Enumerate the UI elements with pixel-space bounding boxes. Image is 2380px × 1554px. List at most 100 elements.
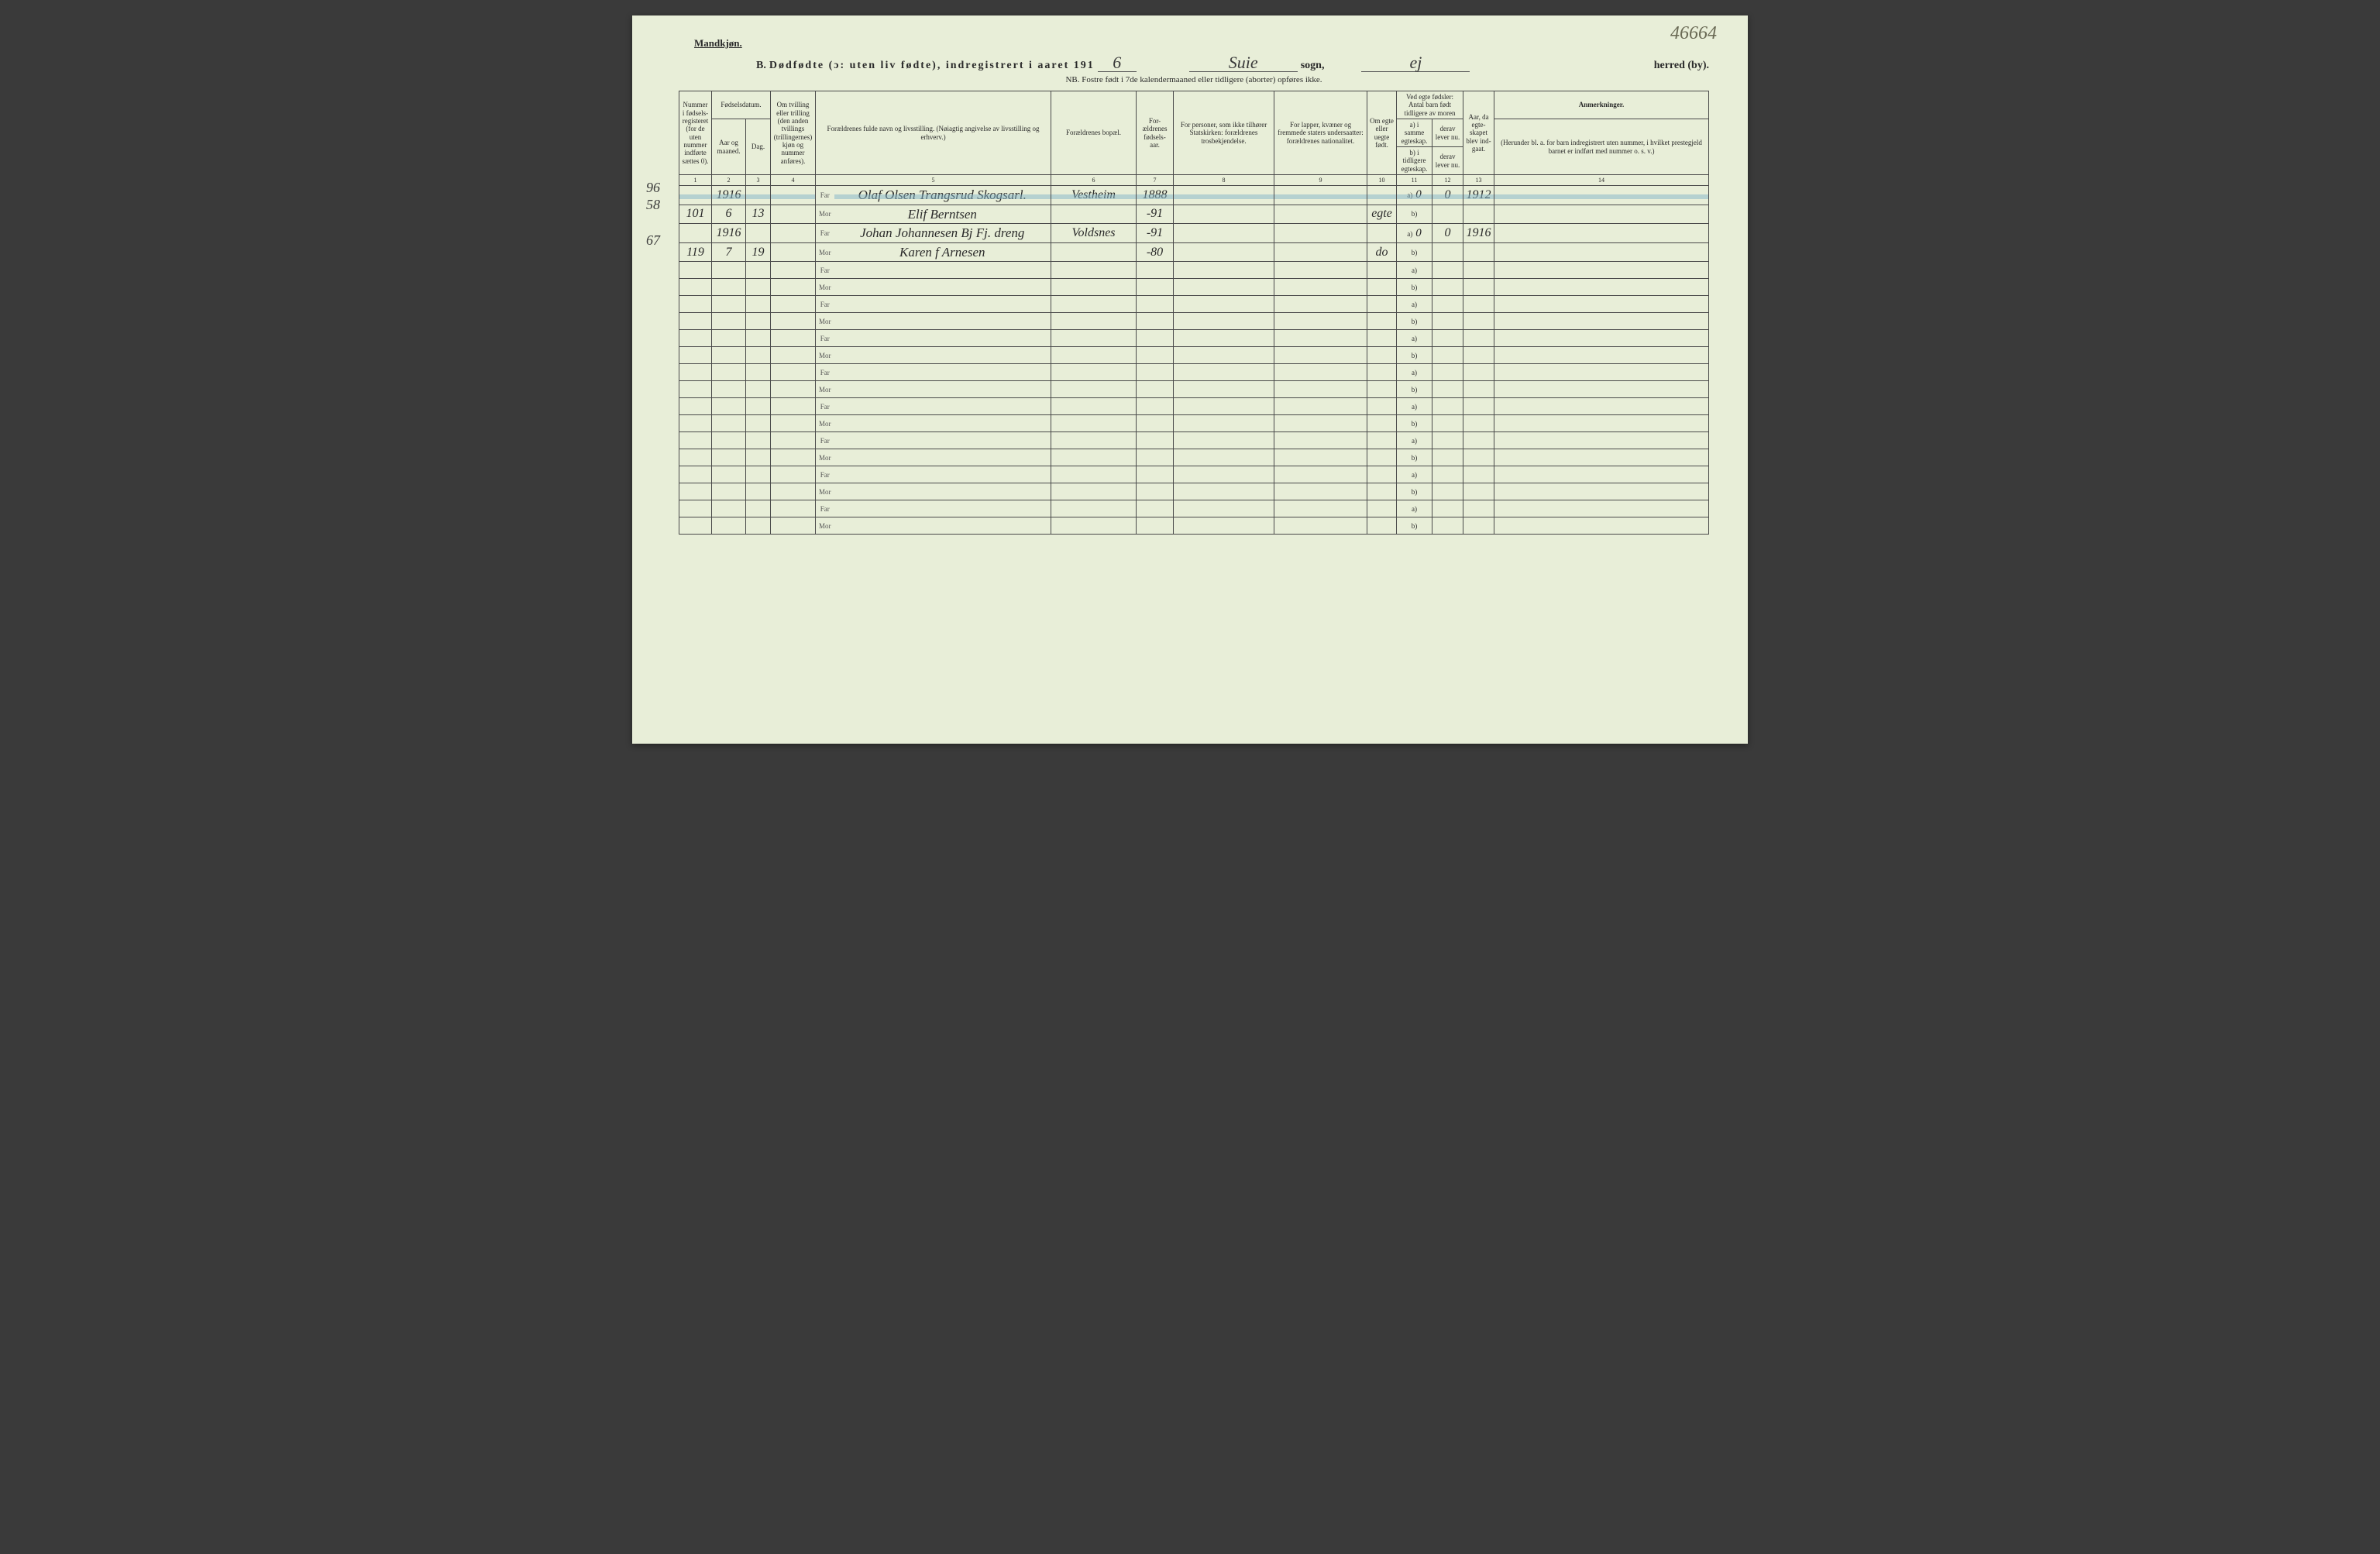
cell-c9 xyxy=(1274,242,1367,262)
cell-c13 xyxy=(1463,242,1494,262)
cell-bopael xyxy=(1051,313,1137,330)
cell-egte xyxy=(1367,415,1397,432)
corner-annotation: 46664 xyxy=(1670,23,1717,44)
cell-year xyxy=(712,313,746,330)
cell-c9 xyxy=(1274,347,1367,364)
cell-faar xyxy=(1137,483,1174,500)
cell-egte: egte xyxy=(1367,205,1397,224)
cell-c12 xyxy=(1432,483,1463,500)
cell-faar xyxy=(1137,449,1174,466)
cell-bopael xyxy=(1051,449,1137,466)
cell-name xyxy=(834,500,1051,517)
cell-ab: b) xyxy=(1397,313,1432,330)
hdr-c14-title: Anmerkninger. xyxy=(1579,101,1624,108)
cell-c9 xyxy=(1274,449,1367,466)
cell-ab: b) xyxy=(1397,242,1432,262)
table-header: Nummer i fødsels-registeret (for de uten… xyxy=(679,91,1709,186)
cell-relation: Mor xyxy=(816,449,834,466)
cell-day xyxy=(746,262,771,279)
margin-num-4: 67 xyxy=(646,232,660,249)
hdr-c3: Dag. xyxy=(746,119,771,175)
cell-bopael xyxy=(1051,347,1137,364)
cell-twin xyxy=(771,205,816,224)
cell-day xyxy=(746,432,771,449)
cell-relation: Mor xyxy=(816,517,834,535)
cell-relation: Mor xyxy=(816,242,834,262)
table-row: 1916FarJohan Johannesen Bj Fj. drengVold… xyxy=(679,224,1709,243)
gender-label: Mandkjøn. xyxy=(694,37,1709,50)
cell-year xyxy=(712,330,746,347)
cell-name: Karen f Arnesen xyxy=(834,242,1051,262)
cell-name xyxy=(834,483,1051,500)
cell-c14 xyxy=(1494,330,1709,347)
hdr-c7: For-ældrenes fødsels-aar. xyxy=(1137,91,1174,175)
cell-num: 101 xyxy=(679,205,712,224)
cell-faar xyxy=(1137,398,1174,415)
cell-c12 xyxy=(1432,466,1463,483)
table-row: 101613MorElif Berntsen-91egteb) xyxy=(679,205,1709,224)
cell-c14 xyxy=(1494,432,1709,449)
cell-c14 xyxy=(1494,449,1709,466)
cell-c14 xyxy=(1494,483,1709,500)
cell-faar xyxy=(1137,517,1174,535)
cell-c12 xyxy=(1432,398,1463,415)
table-row: 1916FarOlaf Olsen Trangsrud Skogsarl.Ves… xyxy=(679,186,1709,205)
cell-c8 xyxy=(1174,517,1274,535)
cell-twin xyxy=(771,242,816,262)
cell-egte xyxy=(1367,279,1397,296)
cell-egte xyxy=(1367,517,1397,535)
cell-c12 xyxy=(1432,313,1463,330)
cell-name xyxy=(834,279,1051,296)
cell-name xyxy=(834,296,1051,313)
cell-c12 xyxy=(1432,500,1463,517)
cell-faar xyxy=(1137,466,1174,483)
cell-name xyxy=(834,347,1051,364)
coln-3: 3 xyxy=(746,175,771,186)
sogn-label: sogn, xyxy=(1301,60,1325,72)
cell-bopael: Vestheim xyxy=(1051,186,1137,205)
cell-c8 xyxy=(1174,205,1274,224)
cell-twin xyxy=(771,224,816,243)
cell-ab: b) xyxy=(1397,483,1432,500)
cell-name xyxy=(834,517,1051,535)
cell-c13 xyxy=(1463,466,1494,483)
cell-c12: 0 xyxy=(1432,186,1463,205)
cell-ab: b) xyxy=(1397,381,1432,398)
cell-day xyxy=(746,517,771,535)
cell-c8 xyxy=(1174,224,1274,243)
hdr-c10: Om egte eller uegte født. xyxy=(1367,91,1397,175)
cell-bopael xyxy=(1051,398,1137,415)
cell-num xyxy=(679,330,712,347)
cell-c8 xyxy=(1174,466,1274,483)
cell-faar xyxy=(1137,415,1174,432)
cell-c13 xyxy=(1463,296,1494,313)
cell-twin xyxy=(771,262,816,279)
hdr-c8: For personer, som ikke tilhører Statskir… xyxy=(1174,91,1274,175)
cell-faar xyxy=(1137,279,1174,296)
coln-7: 7 xyxy=(1137,175,1174,186)
cell-egte xyxy=(1367,483,1397,500)
cell-c8 xyxy=(1174,398,1274,415)
cell-relation: Far xyxy=(816,500,834,517)
cell-c9 xyxy=(1274,432,1367,449)
cell-twin xyxy=(771,415,816,432)
cell-num xyxy=(679,415,712,432)
cell-egte: do xyxy=(1367,242,1397,262)
table-row: Fara) xyxy=(679,296,1709,313)
cell-bopael xyxy=(1051,483,1137,500)
cell-relation: Far xyxy=(816,296,834,313)
cell-day xyxy=(746,364,771,381)
cell-year xyxy=(712,449,746,466)
cell-day xyxy=(746,381,771,398)
cell-c12 xyxy=(1432,449,1463,466)
cell-bopael xyxy=(1051,330,1137,347)
cell-c13 xyxy=(1463,262,1494,279)
cell-relation: Mor xyxy=(816,415,834,432)
cell-day xyxy=(746,500,771,517)
cell-relation: Mor xyxy=(816,347,834,364)
hdr-c1: Nummer i fødsels-registeret (for de uten… xyxy=(679,91,712,175)
cell-day xyxy=(746,466,771,483)
table-row: Morb) xyxy=(679,449,1709,466)
cell-c13 xyxy=(1463,398,1494,415)
hdr-c13: Aar, da egte-skapet blev ind-gaat. xyxy=(1463,91,1494,175)
